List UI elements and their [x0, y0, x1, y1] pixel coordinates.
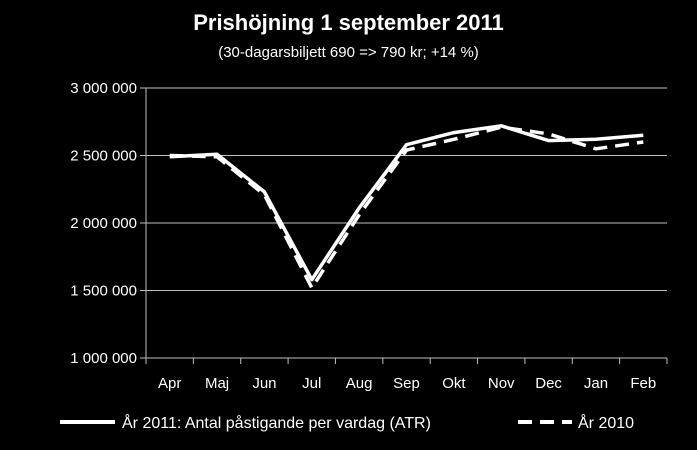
axes — [140, 87, 668, 364]
gridlines — [146, 87, 667, 291]
y-tick-label: 1 500 000 — [70, 283, 137, 300]
x-tick-label: Jul — [302, 375, 321, 392]
series-line-2011 — [169, 124, 644, 282]
x-tick-label: Okt — [442, 375, 466, 392]
x-tick-labels: Apr Maj Jun Jul Aug Sep Okt Nov Dec Jan Feb — [158, 375, 656, 392]
legend-label-2011: År 2011: Antal påstigande per vardag (AT… — [122, 413, 431, 432]
series-line-2010 — [169, 125, 644, 290]
x-tick-label: Jan — [584, 375, 608, 392]
x-tick-label: Aug — [346, 375, 373, 392]
x-tick-label: Sep — [393, 375, 420, 392]
x-tick-label: Jun — [252, 375, 276, 392]
x-tick-label: Feb — [630, 375, 656, 392]
y-tick-label: 1 000 000 — [70, 350, 137, 367]
chart-title: Prishöjning 1 september 2011 — [193, 10, 504, 35]
legend-label-2010: År 2010 — [578, 413, 634, 432]
y-tick-label: 2 500 000 — [70, 148, 137, 165]
x-tick-label: Dec — [535, 375, 562, 392]
x-tick-label: Nov — [488, 375, 515, 392]
legend: År 2011: Antal påstigande per vardag (AT… — [60, 413, 634, 432]
series-lines — [169, 124, 644, 290]
chart-subtitle: (30-dagarsbiljett 690 => 790 kr; +14 %) — [218, 44, 479, 61]
y-tick-label: 3 000 000 — [70, 80, 137, 97]
x-tick-label: Apr — [158, 375, 181, 392]
y-tick-label: 2 000 000 — [70, 215, 137, 232]
x-tick-label: Maj — [205, 375, 229, 392]
y-tick-labels: 1 000 000 1 500 000 2 000 000 2 500 000 3 00… — [70, 80, 137, 367]
